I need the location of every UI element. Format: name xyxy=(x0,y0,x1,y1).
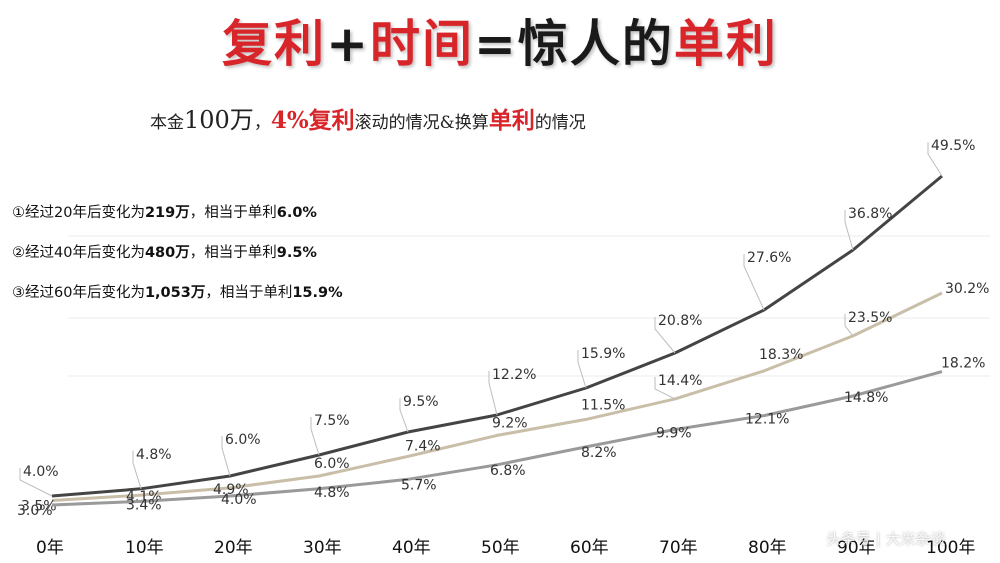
data-label: 9.9% xyxy=(656,425,692,441)
data-label: 3.4% xyxy=(126,497,162,513)
note-amount: 1,053万 xyxy=(144,285,206,301)
series-line-2 xyxy=(51,370,943,507)
chart-subtitle: 本金100万，4%复利滚动的情况&换算单利的情况 xyxy=(150,100,586,135)
watermark: 头条号 | 大米杂谈 xyxy=(826,530,946,548)
x-tick-label: 10年 xyxy=(125,538,164,558)
note-mid: ，相当于单利 xyxy=(205,285,293,301)
data-label: 8.2% xyxy=(581,445,617,461)
x-tick-label: 30年 xyxy=(303,538,342,558)
data-label: 5.7% xyxy=(401,477,437,493)
data-label: 7.5% xyxy=(314,413,350,429)
data-label: 4.8% xyxy=(136,447,172,463)
data-label: 9.5% xyxy=(403,394,439,410)
title-part1: 复利 xyxy=(222,15,327,73)
data-label: 6.8% xyxy=(490,463,526,479)
data-label: 49.5% xyxy=(931,138,975,154)
subtitle-suffix: 的情况 xyxy=(534,113,586,133)
data-label: 9.2% xyxy=(492,415,528,431)
series-line-1 xyxy=(51,291,943,502)
data-label: 3.0% xyxy=(17,503,53,519)
title-plus: + xyxy=(326,15,370,73)
note-60-years: ③经过60年后变化为1,053万，相当于单利15.9% xyxy=(12,281,343,302)
subtitle-amount: 100万 xyxy=(184,106,254,134)
note-amount: 480万 xyxy=(144,245,190,261)
series-line-0 xyxy=(51,174,943,498)
label-leader xyxy=(654,376,676,400)
subtitle-middle: 滚动的情况&换算 xyxy=(354,113,489,133)
subtitle-rate: 4%复利 xyxy=(270,107,355,134)
note-rate: 15.9% xyxy=(292,285,343,301)
data-label: 12.2% xyxy=(492,367,536,383)
note-mid: ，相当于单利 xyxy=(189,205,277,221)
label-leader xyxy=(399,398,409,433)
x-tick-label: 20年 xyxy=(214,538,253,558)
data-label: 4.0% xyxy=(221,492,257,508)
data-label: 4.8% xyxy=(314,485,350,501)
data-label: 18.2% xyxy=(941,356,985,372)
label-leader xyxy=(654,317,676,354)
note-text: ②经过40年后变化为 xyxy=(12,245,145,261)
data-label: 6.0% xyxy=(225,432,261,448)
label-leader xyxy=(844,210,854,251)
data-label: 20.8% xyxy=(658,313,702,329)
x-tick-label: 40年 xyxy=(392,538,431,558)
data-label: 18.3% xyxy=(759,347,803,363)
label-leader xyxy=(132,450,142,489)
x-tick-label: 90年 xyxy=(837,538,876,558)
x-tick-label: 100年 xyxy=(926,538,975,558)
data-label: 3.5% xyxy=(21,499,57,515)
note-text: ③经过60年后变化为 xyxy=(12,285,145,301)
data-label: 23.5% xyxy=(848,310,892,326)
x-tick-label: 70年 xyxy=(659,538,698,558)
note-20-years: ①经过20年后变化为219万，相当于单利6.0% xyxy=(12,201,317,222)
note-rate: 6.0% xyxy=(276,205,317,221)
label-leader xyxy=(310,417,320,456)
title-part4: 单利 xyxy=(673,15,778,73)
note-40-years: ②经过40年后变化为480万，相当于单利9.5% xyxy=(12,241,317,262)
note-mid: ，相当于单利 xyxy=(189,245,277,261)
label-leader xyxy=(927,142,943,177)
label-leader xyxy=(844,313,854,337)
note-rate: 9.5% xyxy=(276,245,317,261)
x-tick-label: 50年 xyxy=(481,538,520,558)
data-label: 27.6% xyxy=(747,250,791,266)
subtitle-prefix: 本金 xyxy=(150,113,184,133)
data-label: 7.4% xyxy=(405,438,441,454)
data-label: 14.4% xyxy=(658,373,702,389)
data-label: 11.5% xyxy=(581,397,625,413)
label-leader xyxy=(488,371,498,416)
note-amount: 219万 xyxy=(144,205,190,221)
label-leader xyxy=(221,436,231,477)
chart-title: 复利+时间=惊人的单利 xyxy=(0,4,1000,76)
x-tick-label: 60年 xyxy=(570,538,609,558)
subtitle-sep: ， xyxy=(253,113,271,133)
title-equals: = xyxy=(474,15,518,73)
data-label: 36.8% xyxy=(848,206,892,222)
label-leader xyxy=(743,254,765,311)
label-leader xyxy=(577,350,587,389)
title-part3: 惊人的 xyxy=(517,15,674,73)
subtitle-simple: 单利 xyxy=(488,107,535,134)
data-label: 15.9% xyxy=(581,346,625,362)
data-label: 6.0% xyxy=(314,456,350,472)
data-label: 30.2% xyxy=(945,281,989,297)
title-part2: 时间 xyxy=(370,15,474,73)
x-tick-label: 80年 xyxy=(748,538,787,558)
label-leader xyxy=(19,468,53,497)
data-label: 14.8% xyxy=(844,390,888,406)
note-text: ①经过20年后变化为 xyxy=(12,205,145,221)
data-label: 4.0% xyxy=(23,464,59,480)
x-tick-label: 0年 xyxy=(36,538,64,558)
data-label: 12.1% xyxy=(745,412,789,428)
